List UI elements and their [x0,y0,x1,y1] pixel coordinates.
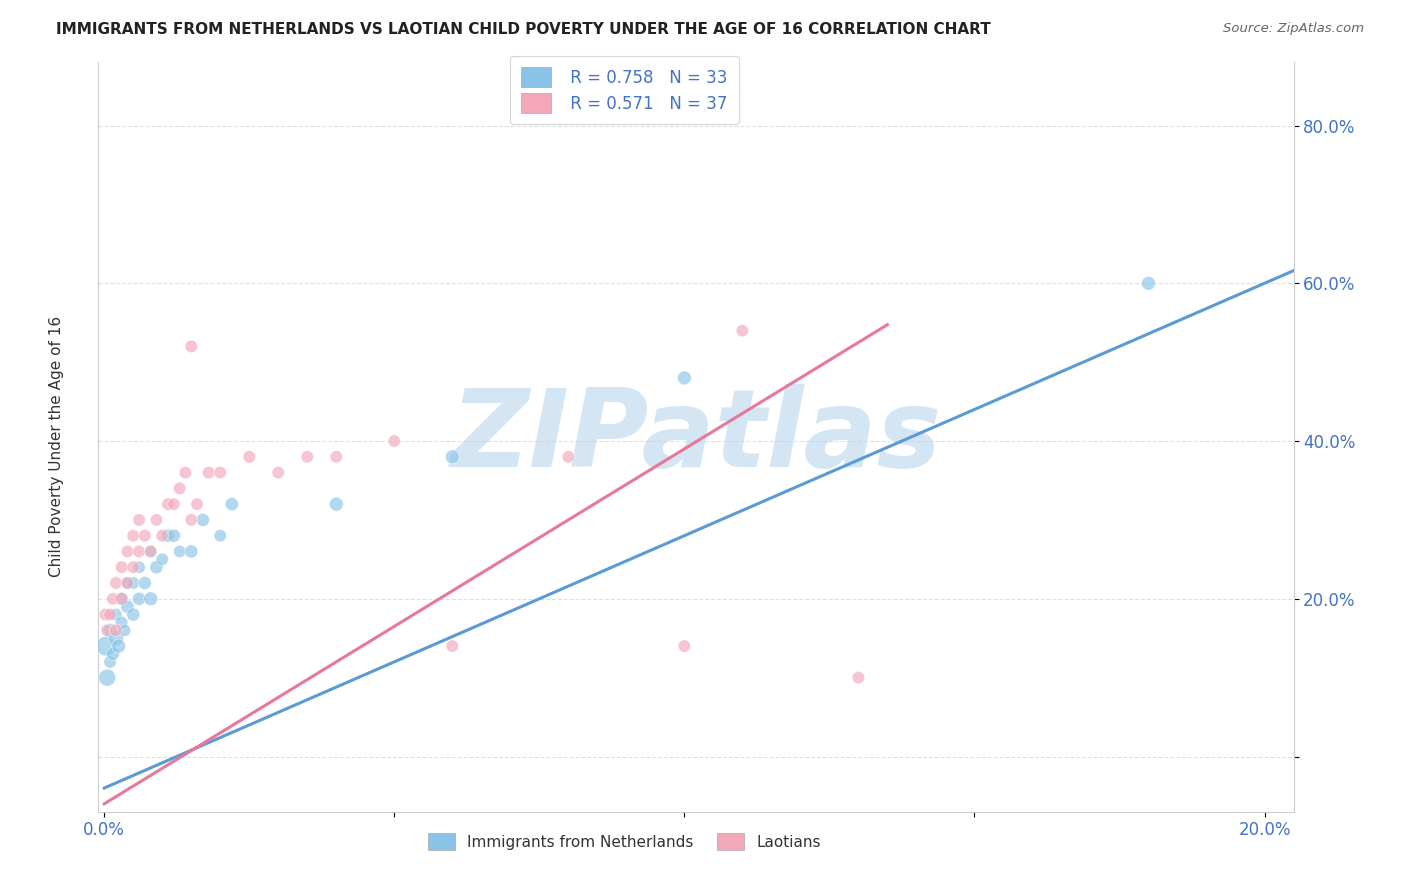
Point [157,529,180,543]
Point [238,450,260,464]
Point [180,544,202,558]
Point [128,591,150,606]
Point [117,576,139,591]
Point [157,497,180,511]
Legend: Immigrants from Netherlands, Laotians: Immigrants from Netherlands, Laotians [422,827,827,856]
Point [134,576,156,591]
Point [145,560,167,574]
Point [191,513,214,527]
Point [107,639,129,653]
Point [180,339,202,353]
Point [128,544,150,558]
Point [139,591,162,606]
Point [150,529,173,543]
Point [122,529,145,543]
Point [186,497,208,511]
Point [94,607,117,622]
Text: Source: ZipAtlas.com: Source: ZipAtlas.com [1223,22,1364,36]
Point [122,560,145,574]
Point [128,560,150,574]
Point [101,591,124,606]
Point [731,324,754,338]
Point [128,513,150,527]
Point [673,639,696,653]
Point [209,466,232,480]
Point [104,624,127,638]
Point [96,624,118,638]
Point [98,655,121,669]
Point [98,607,121,622]
Point [122,576,145,591]
Point [139,544,162,558]
Point [111,591,134,606]
Point [1137,277,1160,291]
Point [174,466,197,480]
Point [221,497,243,511]
Point [122,607,145,622]
Point [104,576,127,591]
Point [111,560,134,574]
Point [117,599,139,614]
Point [150,552,173,566]
Point [197,466,219,480]
Point [169,481,191,495]
Text: ZIPatlas: ZIPatlas [450,384,942,490]
Text: Child Poverty Under the Age of 16: Child Poverty Under the Age of 16 [49,316,63,576]
Point [104,631,127,645]
Point [169,544,191,558]
Point [94,639,117,653]
Point [382,434,405,448]
Point [848,671,870,685]
Point [209,529,232,543]
Point [441,450,464,464]
Point [114,624,136,638]
Text: IMMIGRANTS FROM NETHERLANDS VS LAOTIAN CHILD POVERTY UNDER THE AGE OF 16 CORRELA: IMMIGRANTS FROM NETHERLANDS VS LAOTIAN C… [56,22,991,37]
Point [111,615,134,630]
Point [98,624,121,638]
Point [557,450,579,464]
Point [325,450,347,464]
Point [117,576,139,591]
Point [134,529,156,543]
Point [117,544,139,558]
Point [139,544,162,558]
Point [441,639,464,653]
Point [180,513,202,527]
Point [267,466,290,480]
Point [163,497,186,511]
Point [101,647,124,661]
Point [111,591,134,606]
Point [163,529,186,543]
Point [673,371,696,385]
Point [104,607,127,622]
Point [96,671,118,685]
Point [145,513,167,527]
Point [325,497,347,511]
Point [297,450,319,464]
